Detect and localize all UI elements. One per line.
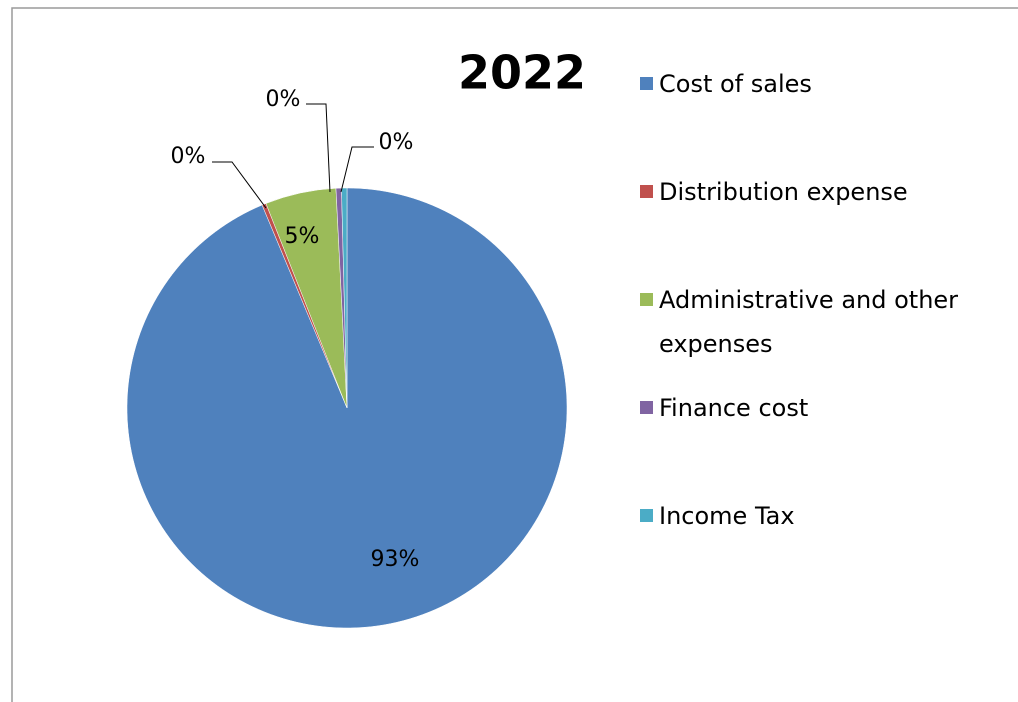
data-label: 0%	[266, 87, 301, 112]
legend-swatch	[640, 401, 653, 414]
legend-swatch	[640, 77, 653, 90]
data-label: 5%	[285, 224, 320, 249]
legend-item: Finance cost	[640, 386, 960, 430]
data-label: 0%	[379, 130, 414, 155]
leader-line	[212, 161, 267, 209]
leader-line	[340, 146, 374, 193]
legend-label: Cost of sales	[659, 70, 812, 98]
leader-line	[306, 103, 331, 193]
data-label: 0%	[171, 144, 206, 169]
legend-item: Income Tax	[640, 494, 960, 538]
legend-label: Finance cost	[659, 394, 809, 422]
legend-item: Distribution expense	[640, 170, 960, 214]
legend-item: Administrative and other expenses	[640, 278, 960, 366]
legend-label: Administrative and other expenses	[659, 286, 959, 358]
legend-swatch	[640, 509, 653, 522]
plot-border	[11, 7, 1018, 702]
legend-item: Cost of sales	[640, 62, 960, 106]
data-label: 93%	[371, 547, 420, 572]
chart-title: 2022	[458, 46, 586, 100]
legend-label: Distribution expense	[659, 178, 908, 206]
legend-swatch	[640, 185, 653, 198]
legend-swatch	[640, 293, 653, 306]
legend-label: Income Tax	[659, 502, 795, 530]
